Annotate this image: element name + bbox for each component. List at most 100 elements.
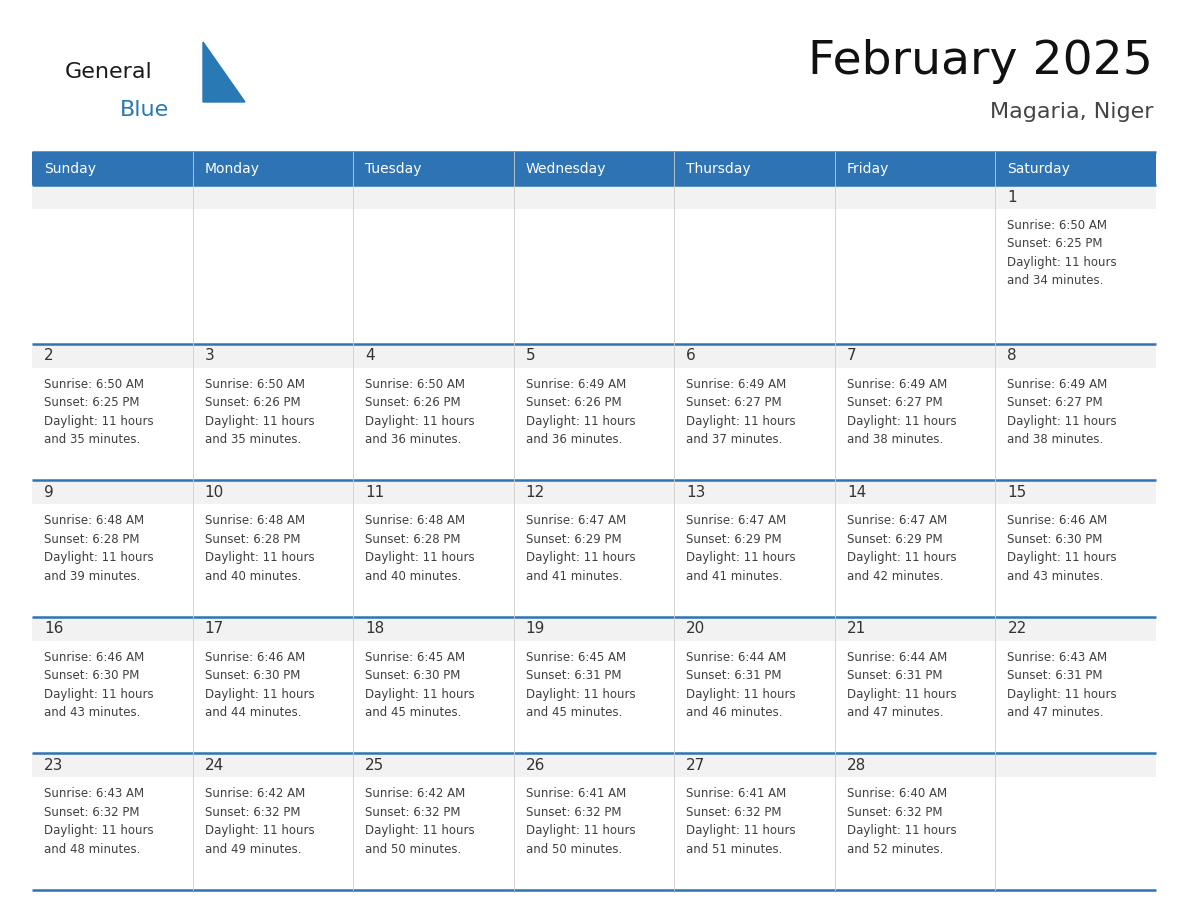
- Text: and 40 minutes.: and 40 minutes.: [365, 570, 461, 583]
- Text: Daylight: 11 hours: Daylight: 11 hours: [365, 551, 475, 565]
- Text: Daylight: 11 hours: Daylight: 11 hours: [687, 688, 796, 700]
- Bar: [513, 367, 675, 480]
- Text: 21: 21: [847, 621, 866, 636]
- Bar: [32, 343, 192, 367]
- Text: and 50 minutes.: and 50 minutes.: [365, 843, 461, 856]
- Bar: [353, 343, 513, 367]
- Text: Daylight: 11 hours: Daylight: 11 hours: [687, 824, 796, 837]
- Bar: [675, 617, 835, 641]
- Text: and 38 minutes.: and 38 minutes.: [1007, 433, 1104, 446]
- Text: Daylight: 11 hours: Daylight: 11 hours: [847, 415, 956, 428]
- Polygon shape: [203, 42, 245, 102]
- Text: and 38 minutes.: and 38 minutes.: [847, 433, 943, 446]
- Text: Sunrise: 6:48 AM: Sunrise: 6:48 AM: [365, 514, 466, 527]
- Text: Thursday: Thursday: [687, 162, 751, 175]
- Text: Daylight: 11 hours: Daylight: 11 hours: [847, 688, 956, 700]
- Text: Sunrise: 6:42 AM: Sunrise: 6:42 AM: [365, 788, 466, 800]
- Text: 16: 16: [44, 621, 63, 636]
- Bar: [192, 778, 353, 890]
- Text: and 34 minutes.: and 34 minutes.: [1007, 274, 1104, 287]
- Text: Sunset: 6:32 PM: Sunset: 6:32 PM: [526, 806, 621, 819]
- Text: Sunrise: 6:46 AM: Sunrise: 6:46 AM: [44, 651, 144, 664]
- Text: Daylight: 11 hours: Daylight: 11 hours: [1007, 688, 1117, 700]
- Text: Daylight: 11 hours: Daylight: 11 hours: [365, 415, 475, 428]
- Bar: [835, 617, 996, 641]
- Text: and 43 minutes.: and 43 minutes.: [44, 706, 140, 720]
- Bar: [353, 209, 513, 343]
- Text: Daylight: 11 hours: Daylight: 11 hours: [204, 688, 314, 700]
- Text: Daylight: 11 hours: Daylight: 11 hours: [847, 551, 956, 565]
- Text: Daylight: 11 hours: Daylight: 11 hours: [847, 824, 956, 837]
- Bar: [835, 778, 996, 890]
- Text: Sunset: 6:31 PM: Sunset: 6:31 PM: [687, 669, 782, 682]
- Bar: [513, 152, 675, 185]
- Bar: [32, 152, 192, 185]
- Bar: [835, 480, 996, 504]
- Text: Sunset: 6:31 PM: Sunset: 6:31 PM: [1007, 669, 1102, 682]
- Text: Sunrise: 6:49 AM: Sunrise: 6:49 AM: [526, 377, 626, 391]
- Text: Daylight: 11 hours: Daylight: 11 hours: [365, 688, 475, 700]
- Bar: [675, 343, 835, 367]
- Text: 26: 26: [526, 758, 545, 773]
- Bar: [192, 617, 353, 641]
- Text: 18: 18: [365, 621, 385, 636]
- Text: and 45 minutes.: and 45 minutes.: [365, 706, 461, 720]
- Text: and 43 minutes.: and 43 minutes.: [1007, 570, 1104, 583]
- Text: Saturday: Saturday: [1007, 162, 1070, 175]
- Text: and 48 minutes.: and 48 minutes.: [44, 843, 140, 856]
- Bar: [996, 617, 1156, 641]
- Text: Daylight: 11 hours: Daylight: 11 hours: [204, 551, 314, 565]
- Text: Sunrise: 6:44 AM: Sunrise: 6:44 AM: [847, 651, 947, 664]
- Text: 13: 13: [687, 485, 706, 499]
- Text: 14: 14: [847, 485, 866, 499]
- Text: and 47 minutes.: and 47 minutes.: [1007, 706, 1104, 720]
- Text: Daylight: 11 hours: Daylight: 11 hours: [365, 824, 475, 837]
- Bar: [353, 617, 513, 641]
- Bar: [513, 754, 675, 778]
- Text: 12: 12: [526, 485, 545, 499]
- Bar: [675, 152, 835, 185]
- Text: Daylight: 11 hours: Daylight: 11 hours: [687, 551, 796, 565]
- Text: and 37 minutes.: and 37 minutes.: [687, 433, 783, 446]
- Bar: [675, 209, 835, 343]
- Text: and 45 minutes.: and 45 minutes.: [526, 706, 623, 720]
- Text: General: General: [65, 62, 153, 82]
- Bar: [835, 641, 996, 754]
- Text: 10: 10: [204, 485, 223, 499]
- Text: and 49 minutes.: and 49 minutes.: [204, 843, 301, 856]
- Bar: [835, 343, 996, 367]
- Bar: [835, 504, 996, 617]
- Text: Sunset: 6:27 PM: Sunset: 6:27 PM: [687, 397, 782, 409]
- Bar: [192, 504, 353, 617]
- Text: 20: 20: [687, 621, 706, 636]
- Bar: [32, 185, 192, 209]
- Text: and 51 minutes.: and 51 minutes.: [687, 843, 783, 856]
- Bar: [353, 480, 513, 504]
- Text: Sunrise: 6:40 AM: Sunrise: 6:40 AM: [847, 788, 947, 800]
- Text: Sunset: 6:32 PM: Sunset: 6:32 PM: [365, 806, 461, 819]
- Text: Sunset: 6:30 PM: Sunset: 6:30 PM: [365, 669, 461, 682]
- Text: 8: 8: [1007, 348, 1017, 364]
- Text: Daylight: 11 hours: Daylight: 11 hours: [44, 551, 153, 565]
- Text: Sunrise: 6:45 AM: Sunrise: 6:45 AM: [365, 651, 466, 664]
- Bar: [675, 480, 835, 504]
- Bar: [192, 209, 353, 343]
- Bar: [353, 504, 513, 617]
- Text: and 35 minutes.: and 35 minutes.: [44, 433, 140, 446]
- Text: Sunset: 6:30 PM: Sunset: 6:30 PM: [204, 669, 299, 682]
- Text: Sunset: 6:32 PM: Sunset: 6:32 PM: [44, 806, 139, 819]
- Bar: [675, 778, 835, 890]
- Bar: [996, 778, 1156, 890]
- Bar: [32, 480, 192, 504]
- Bar: [513, 617, 675, 641]
- Text: 28: 28: [847, 758, 866, 773]
- Bar: [835, 185, 996, 209]
- Bar: [675, 754, 835, 778]
- Text: Daylight: 11 hours: Daylight: 11 hours: [526, 551, 636, 565]
- Bar: [353, 754, 513, 778]
- Text: Daylight: 11 hours: Daylight: 11 hours: [204, 824, 314, 837]
- Text: and 41 minutes.: and 41 minutes.: [687, 570, 783, 583]
- Bar: [675, 185, 835, 209]
- Text: Sunset: 6:29 PM: Sunset: 6:29 PM: [526, 532, 621, 545]
- Text: 6: 6: [687, 348, 696, 364]
